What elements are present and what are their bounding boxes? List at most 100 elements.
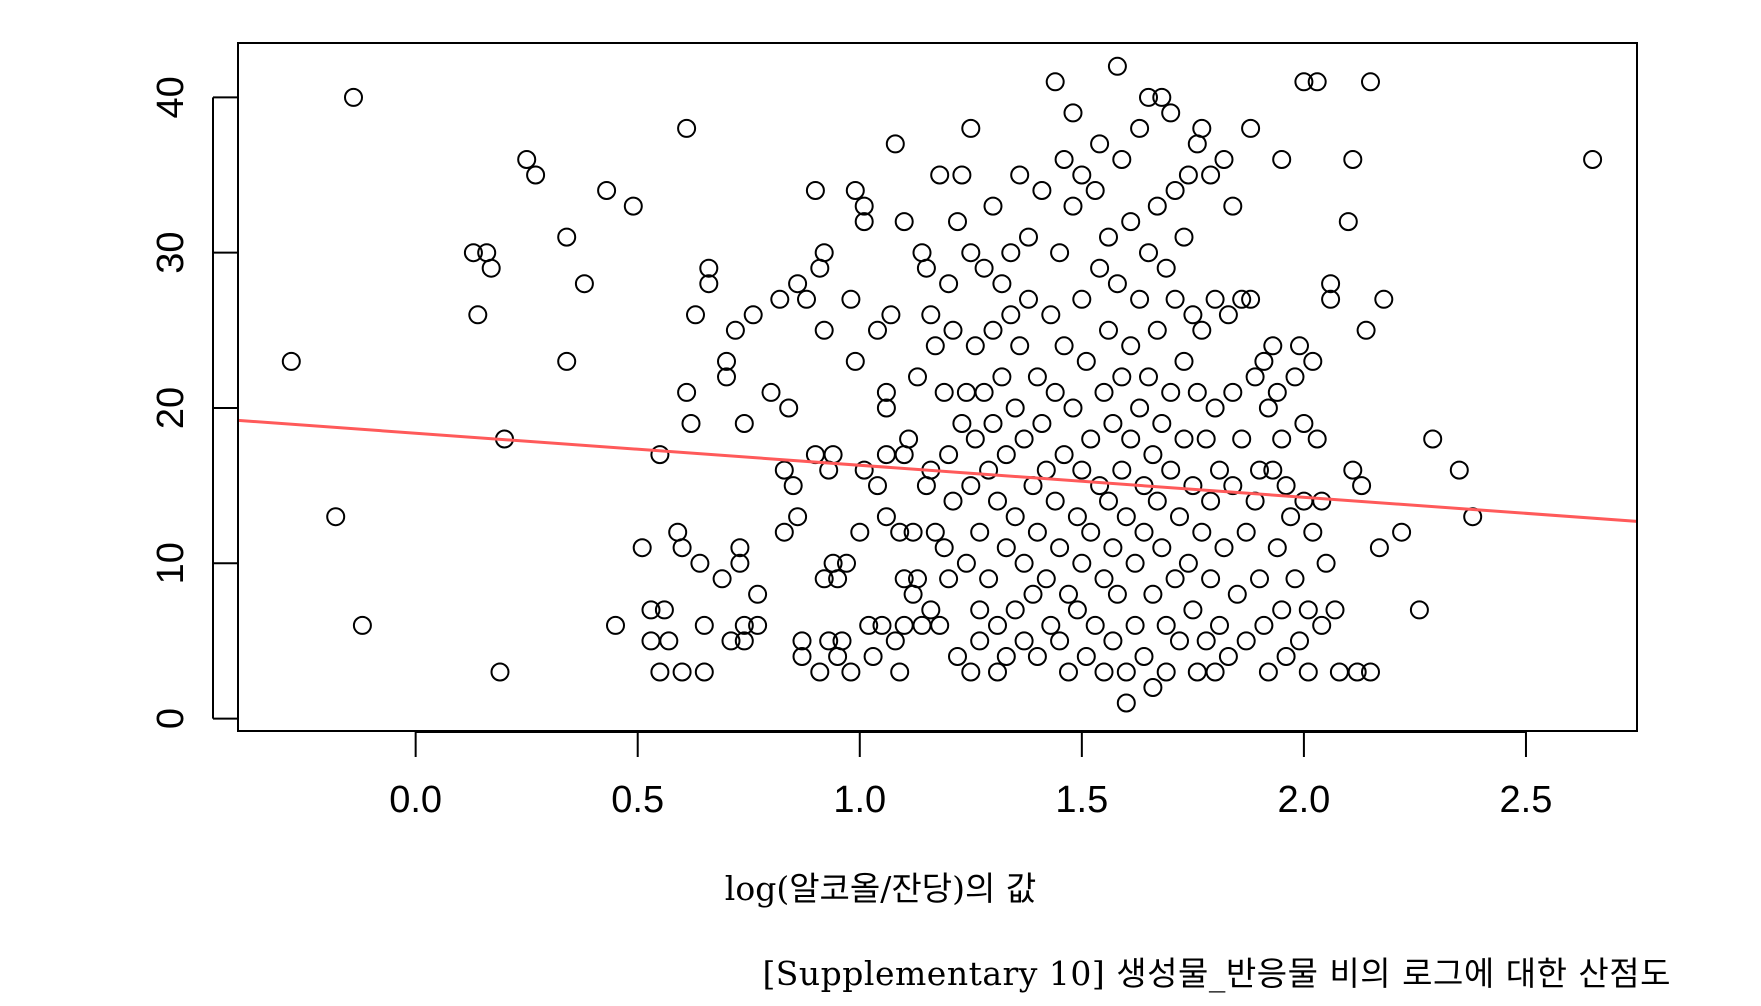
data-point	[1130, 289, 1150, 309]
data-point	[1139, 87, 1158, 107]
data-point	[699, 274, 719, 294]
data-point	[992, 274, 1012, 294]
data-point	[810, 662, 830, 682]
data-point	[783, 476, 803, 496]
data-point	[1356, 320, 1376, 340]
data-point	[965, 336, 985, 356]
figure-caption: [Supplementary 10] 생성물_반응물 비의 로그에 대한 산점도	[762, 954, 1671, 993]
data-point	[823, 553, 843, 573]
data-point	[1232, 429, 1252, 449]
data-point	[1196, 631, 1216, 651]
data-point	[606, 615, 625, 635]
data-point	[1045, 72, 1065, 92]
data-point	[1174, 351, 1194, 371]
data-point	[948, 212, 967, 232]
data-point	[1121, 336, 1141, 356]
data-point	[1005, 507, 1025, 527]
data-point	[943, 320, 963, 340]
data-point	[970, 600, 990, 620]
data-point	[743, 305, 763, 325]
data-point	[574, 274, 594, 294]
data-point	[934, 538, 954, 558]
data-point	[557, 351, 577, 371]
data-point	[912, 615, 932, 635]
data-point	[841, 289, 861, 309]
data-point	[894, 445, 914, 465]
data-point	[1152, 414, 1172, 433]
data-point	[1183, 600, 1203, 620]
data-point	[1316, 553, 1336, 573]
data-point	[1236, 522, 1256, 542]
data-point	[1063, 398, 1083, 418]
data-point	[832, 631, 852, 651]
data-point	[961, 118, 981, 138]
data-point	[1090, 134, 1110, 154]
data-point	[1094, 662, 1114, 682]
data-point	[668, 522, 688, 542]
data-point	[988, 491, 1007, 511]
data-point	[988, 615, 1007, 635]
data-point	[1254, 351, 1274, 371]
data-point	[650, 662, 670, 682]
data-point	[681, 414, 701, 433]
y-tick-label: 0	[150, 708, 192, 729]
data-point	[1143, 584, 1163, 604]
data-point	[1107, 56, 1127, 76]
data-point	[894, 615, 914, 635]
data-point	[1192, 118, 1212, 138]
data-point	[1036, 569, 1056, 589]
data-point	[1067, 600, 1087, 620]
data-point	[1263, 336, 1283, 356]
data-point	[1307, 429, 1327, 449]
data-point	[1312, 491, 1332, 511]
data-point	[1165, 289, 1185, 309]
data-point	[1081, 429, 1101, 449]
data-point	[1321, 274, 1341, 294]
data-point	[1267, 538, 1287, 558]
data-point	[792, 647, 812, 666]
data-point	[828, 647, 848, 666]
data-point	[872, 615, 892, 635]
data-point	[1045, 382, 1065, 402]
data-point	[1218, 647, 1238, 666]
data-point	[1121, 429, 1141, 449]
data-point	[916, 258, 936, 278]
data-point	[650, 445, 670, 465]
data-point	[344, 87, 363, 107]
data-point	[912, 243, 932, 263]
data-point	[1250, 460, 1269, 480]
data-point	[1183, 476, 1203, 496]
data-point	[717, 351, 736, 371]
data-point	[1276, 647, 1296, 666]
data-point	[1196, 429, 1216, 449]
data-point	[1201, 165, 1221, 185]
data-point	[788, 507, 808, 527]
data-point	[965, 429, 985, 449]
y-tick-label: 20	[150, 387, 192, 429]
data-point	[1112, 150, 1132, 169]
data-point	[1130, 118, 1150, 138]
data-point	[1329, 662, 1349, 682]
data-point	[1014, 429, 1034, 449]
data-point	[734, 615, 754, 635]
data-point	[1183, 305, 1203, 325]
data-point	[979, 460, 999, 480]
data-point	[779, 398, 799, 418]
data-point	[1205, 398, 1225, 418]
x-tick-label: 2.0	[1277, 779, 1330, 821]
data-point	[810, 258, 830, 278]
data-point	[1076, 351, 1096, 371]
data-point	[1267, 382, 1287, 402]
data-point	[1072, 289, 1092, 309]
data-point	[948, 647, 967, 666]
data-point	[1010, 165, 1030, 185]
data-point	[939, 569, 959, 589]
data-point	[934, 382, 954, 402]
data-point	[868, 320, 887, 340]
data-point	[996, 538, 1016, 558]
data-point	[881, 305, 901, 325]
data-point	[761, 382, 781, 402]
data-point	[481, 258, 501, 278]
data-point	[1272, 150, 1292, 169]
data-point	[1103, 414, 1123, 433]
